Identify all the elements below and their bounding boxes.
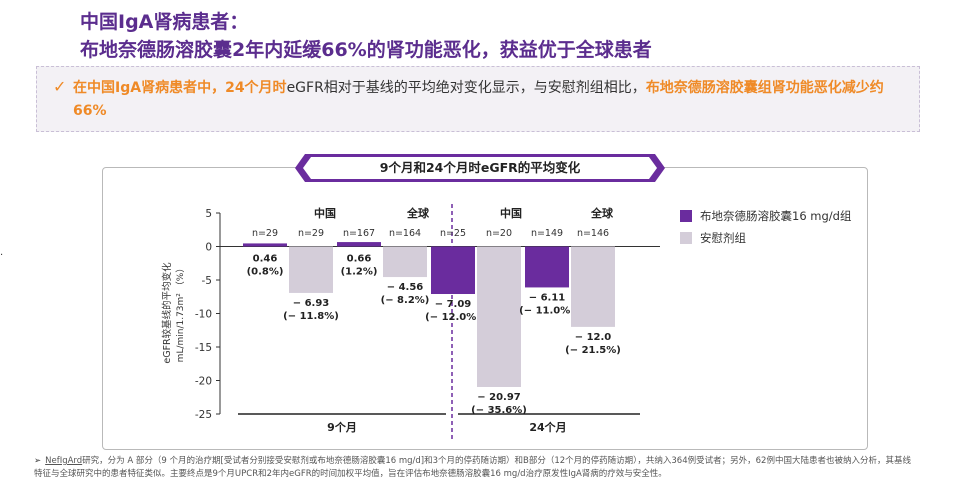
- callout-segment: 在中国IgA肾病患者中，: [73, 80, 226, 96]
- y-tick-label: -20: [195, 376, 212, 388]
- value-label: − 12.0: [575, 332, 612, 343]
- chart-legend: 布地奈德肠溶胶囊16 mg/d组 安慰剂组: [680, 205, 851, 249]
- value-label: 0.66: [347, 254, 372, 265]
- n-label: n=164: [389, 228, 421, 239]
- value-label: − 7.09: [435, 299, 472, 310]
- chart-title-banner: 9个月和24个月时eGFR的平均变化: [295, 150, 665, 186]
- footnote: ➢ NefIgArd研究，分为 A 部分（9 个月的治疗期[受试者分别接受安慰剂或…: [34, 455, 914, 485]
- y-tick-label: -10: [195, 309, 212, 321]
- percent-label: (0.8%): [247, 267, 284, 278]
- bar-placebo: [571, 246, 615, 327]
- percent-label: (− 12.0%): [425, 312, 481, 323]
- footnote-text: 研究，分为 A 部分（9 个月的治疗期[受试者分别接受安慰剂或布地奈德肠溶胶囊1…: [34, 456, 911, 479]
- title-line-1: 中国IgA肾病患者：: [80, 11, 249, 33]
- chart-title: 9个月和24个月时eGFR的平均变化: [379, 160, 581, 175]
- region-label: 全球: [590, 206, 614, 220]
- footnote-bullet: ➢: [34, 456, 42, 466]
- value-label: − 6.93: [293, 298, 330, 309]
- left-mark: ·: [0, 250, 4, 261]
- y-axis-label-units: mL/min/1.73m² （%）: [175, 264, 186, 363]
- region-label: 中国: [500, 206, 522, 220]
- y-axis-label: eGFR较基线的平均变化: [161, 262, 173, 364]
- y-tick-label: -5: [202, 275, 212, 287]
- n-label: n=20: [486, 228, 512, 239]
- bar-placebo: [477, 246, 521, 387]
- bar-placebo: [289, 246, 333, 293]
- bar-drug: [243, 243, 287, 247]
- y-tick-label: -25: [195, 409, 212, 421]
- callout-text: 在中国IgA肾病患者中，24个月时eGFR相对于基线的平均绝对变化显示，与安慰剂…: [73, 77, 903, 123]
- y-tick-label: 0: [205, 242, 212, 254]
- percent-label: (− 35.6%): [471, 405, 527, 416]
- legend-item-drug: 布地奈德肠溶胶囊16 mg/d组: [680, 205, 851, 227]
- title-line-2: 布地奈德肠溶胶囊2年内延缓66%的肾功能恶化，获益优于全球患者: [80, 39, 652, 61]
- callout-segment: 24个月时: [225, 80, 287, 96]
- percent-label: (− 8.2%): [381, 295, 430, 306]
- region-label: 全球: [406, 206, 430, 220]
- legend-item-placebo: 安慰剂组: [680, 227, 851, 249]
- slide-title: 中国IgA肾病患者： 布地奈德肠溶胶囊2年内延缓66%的肾功能恶化，获益优于全球…: [80, 8, 900, 64]
- value-label: − 20.97: [477, 392, 521, 403]
- callout-segment: 布地奈德肠溶胶囊组肾功能恶化减少约66%: [73, 80, 884, 119]
- bar-drug: [525, 246, 569, 288]
- n-label: n=167: [343, 228, 375, 239]
- value-label: − 4.56: [387, 282, 424, 293]
- legend-swatch-placebo: [680, 232, 692, 244]
- y-tick-label: 5: [205, 208, 212, 220]
- percent-label: (1.2%): [341, 267, 378, 278]
- percent-label: (− 21.5%): [565, 345, 621, 356]
- n-label: n=29: [298, 228, 324, 239]
- n-label: n=149: [531, 228, 563, 239]
- n-label: n=146: [577, 228, 609, 239]
- value-label: − 6.11: [529, 292, 566, 303]
- percent-label: (− 11.8%): [283, 311, 339, 322]
- region-label: 中国: [314, 206, 336, 220]
- legend-label-placebo: 安慰剂组: [700, 231, 746, 245]
- bar-drug: [431, 246, 475, 295]
- bar-drug: [337, 242, 381, 247]
- n-label: n=29: [252, 228, 278, 239]
- timepoint-label-24m: 24个月: [529, 420, 566, 434]
- legend-swatch-drug: [680, 210, 692, 222]
- n-label: n=25: [440, 228, 466, 239]
- footnote-study-name: NefIgArd: [45, 456, 83, 466]
- legend-label-drug: 布地奈德肠溶胶囊16 mg/d组: [700, 209, 852, 223]
- value-label: 0.46: [253, 254, 278, 265]
- callout-segment: eGFR相对于基线的平均绝对变化显示，与安慰剂组相比，: [286, 80, 646, 96]
- key-finding-callout: ✓ 在中国IgA肾病患者中，24个月时eGFR相对于基线的平均绝对变化显示，与安…: [36, 66, 920, 132]
- check-icon: ✓: [53, 77, 67, 96]
- percent-label: (− 11.0%): [519, 305, 575, 316]
- timepoint-label-9m: 9个月: [327, 420, 357, 434]
- y-tick-label: -15: [195, 342, 212, 354]
- bar-placebo: [383, 246, 427, 278]
